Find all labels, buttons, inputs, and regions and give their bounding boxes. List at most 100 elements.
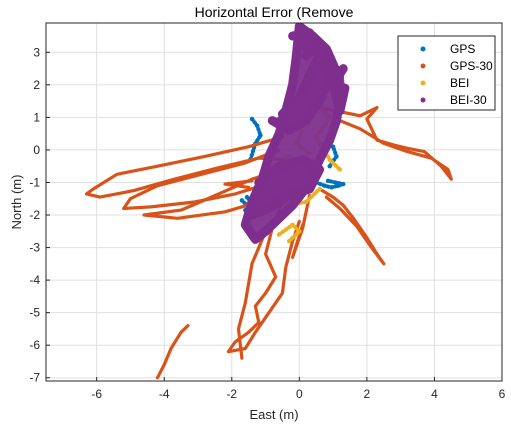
data-point [317,53,322,58]
data-point [327,76,332,81]
data-point [330,144,336,149]
series-path [288,28,325,60]
plot-area-frame [45,22,503,382]
data-point [335,183,341,188]
legend-marker [420,46,426,52]
data-point [244,194,250,200]
x-tick-label: 2 [364,387,371,401]
data-point [287,193,292,198]
x-tick-label: 6 [499,387,506,401]
legend-label: GPS [450,42,475,56]
legend-label: GPS-30 [450,59,493,73]
legend-label: BEI [450,76,469,90]
data-point [341,66,346,71]
legend-marker [420,63,426,69]
data-point [327,137,332,143]
data-point [249,199,255,205]
series-path [291,193,312,259]
x-tick-label: 0 [296,387,303,401]
data-point [239,198,245,203]
data-point [290,82,295,88]
data-point [307,30,312,35]
data-point [342,85,348,91]
data-point [266,206,272,211]
data-point [297,95,302,101]
data-point [303,199,309,205]
legend-item: GPS [420,42,475,56]
data-point [327,157,332,162]
y-tick-label: 1 [33,110,40,124]
data-point [317,186,322,192]
data-point [303,118,309,123]
y-tick-label: -1 [29,175,40,189]
data-point [290,222,295,227]
data-point [329,185,334,190]
legend-item: BEI-30 [420,93,487,107]
data-point [276,232,282,237]
data-point [330,82,336,88]
data-point [258,133,263,138]
legend-marker [420,80,426,86]
data-point [334,154,339,159]
data-point [325,178,331,184]
axis-ticks: -6 -4 -2 0 2 4 6 3 2 1 0 -1 -2 -3 -4 -5 -6 -7 [29,45,505,401]
data-point [276,131,282,136]
data-point [307,186,312,192]
legend-item: GPS-30 [420,59,493,73]
data-point [317,98,322,104]
data-point [266,154,272,159]
series-path [318,187,386,266]
data-point [317,157,322,162]
x-tick-label: -2 [226,387,237,401]
data-point [280,111,285,117]
y-tick-label: -3 [29,241,40,255]
data-point [337,108,343,114]
legend-label: BEI-30 [450,93,487,107]
series-path [223,179,254,189]
data-point [290,203,295,208]
data-point [276,216,282,221]
data-point [322,183,327,188]
data-point [287,128,292,133]
x-axis-label: East (m) [249,407,298,422]
chart-title: Horizontal Error (Remove [195,4,354,20]
y-tick-label: 3 [33,45,40,59]
data-point [287,238,292,244]
y-tick-label: -7 [29,371,40,385]
y-tick-label: -4 [29,273,40,287]
data-point [256,180,261,185]
legend-marker [420,97,426,103]
series-path [314,106,453,181]
series-bei-30 [240,23,350,244]
series-path [155,324,190,380]
series-gps-30 [84,106,453,380]
data-point [297,24,302,29]
data-point [249,116,255,122]
data-point [341,181,346,187]
data-point [327,164,332,169]
data-point [334,118,339,123]
data-series [84,23,453,380]
data-point [293,56,299,61]
y-tick-label: -5 [29,306,40,320]
series-path [226,174,301,354]
series-group [84,23,453,380]
data-point [243,222,248,227]
data-point [324,46,329,52]
x-tick-label: 4 [431,387,438,401]
x-tick-label: -6 [91,387,102,401]
data-point [276,164,282,169]
series-path [236,229,268,360]
data-point [317,167,322,172]
y-tick-label: 0 [33,143,40,157]
data-point [297,229,302,234]
data-point [317,43,322,48]
series-path [122,148,281,211]
data-point [254,123,260,128]
series-path [277,222,302,244]
y-tick-label: -6 [29,338,40,352]
legend-box [397,35,496,111]
series-path [247,155,325,220]
y-axis-label: North (m) [9,175,24,230]
